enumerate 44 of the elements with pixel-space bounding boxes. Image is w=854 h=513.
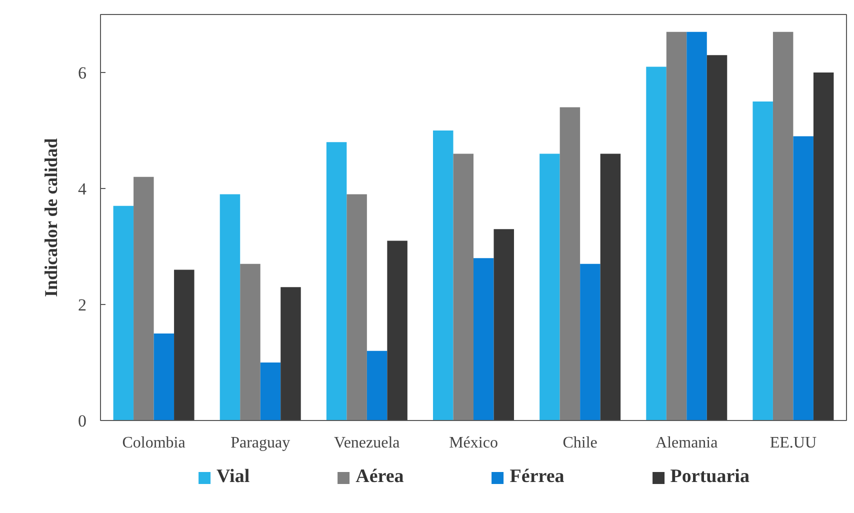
bar: [686, 32, 707, 420]
x-tick-label: Chile: [562, 434, 598, 452]
y-tick-label: 4: [78, 180, 87, 198]
bar: [154, 334, 174, 420]
legend-label: Aérea: [356, 466, 404, 488]
y-tick-label: 0: [78, 412, 86, 430]
bar: [174, 270, 194, 420]
bar: [134, 176, 154, 420]
bar: [666, 32, 687, 420]
x-tick-label: Alemania: [656, 434, 718, 452]
bar: [280, 287, 301, 420]
bar: [540, 154, 560, 420]
bar: [326, 142, 347, 420]
x-tick-label: México: [449, 434, 498, 452]
x-tick-label: Venezuela: [334, 434, 400, 452]
bar: [600, 154, 621, 420]
bar: [240, 264, 260, 420]
bar: [366, 350, 388, 420]
bar: [793, 136, 814, 420]
bar: [433, 130, 454, 420]
y-axis-title: Indicador de calidad: [41, 138, 61, 298]
bar: [113, 206, 134, 420]
bar: [474, 258, 494, 420]
x-tick-label: Paraguay: [230, 434, 290, 452]
bar: [813, 72, 834, 420]
legend-label: Portuaria: [670, 466, 750, 488]
bar: [646, 66, 666, 420]
bar: [706, 55, 728, 420]
bar: [260, 362, 281, 420]
bar: [580, 264, 600, 420]
bar: [453, 154, 474, 420]
legend-label: Férrea: [510, 466, 564, 488]
y-tick-label: 2: [78, 296, 86, 314]
bar: [387, 240, 408, 420]
bar: [346, 194, 367, 420]
legend-label: Vial: [216, 466, 250, 488]
x-tick-label: EE.UU: [770, 434, 817, 452]
bar: [772, 32, 794, 420]
bar: [560, 107, 580, 420]
bar: [752, 102, 773, 420]
bar: [220, 194, 240, 420]
y-tick-label: 6: [78, 64, 86, 82]
x-tick-label: Colombia: [122, 434, 186, 452]
bar: [494, 229, 514, 420]
